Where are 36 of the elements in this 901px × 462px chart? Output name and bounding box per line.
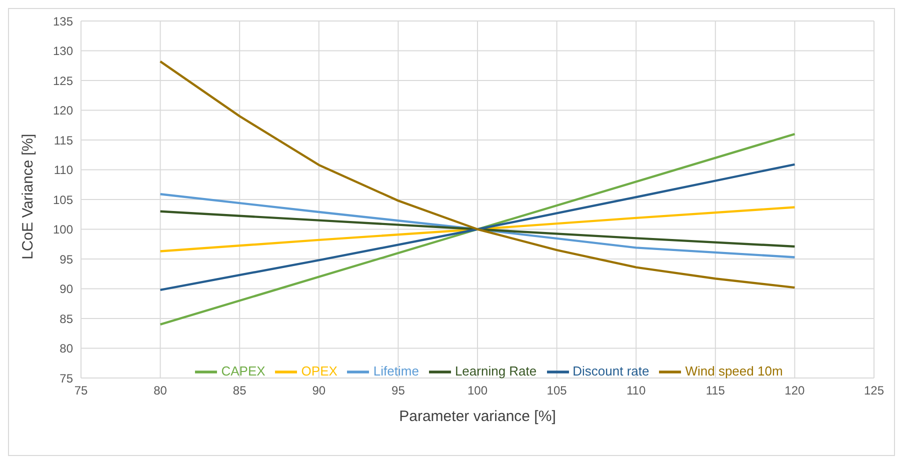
line-series <box>159 163 796 292</box>
x-tick-label: 80 <box>154 384 168 398</box>
y-tick-label: 95 <box>60 252 74 266</box>
legend-label: Lifetime <box>373 363 419 378</box>
x-tick-label: 125 <box>864 384 884 398</box>
x-tick-label: 105 <box>546 384 568 398</box>
legend-label: CAPEX <box>221 363 266 378</box>
x-tick-label: 75 <box>74 384 88 398</box>
x-tick-label: 120 <box>784 384 806 398</box>
x-axis-title: Parameter variance [%] <box>399 408 556 425</box>
y-axis-title: LCoE Variance [%] <box>19 134 36 260</box>
x-tick-label: 95 <box>392 384 406 398</box>
y-tick-label: 75 <box>60 371 74 386</box>
legend-label: Discount rate <box>572 363 650 378</box>
legend-label: Learning Rate <box>454 363 537 378</box>
y-tick-label: 100 <box>52 222 74 237</box>
y-tick-label: 85 <box>60 312 74 326</box>
y-tick-label: 135 <box>52 14 74 28</box>
y-tick-label: 115 <box>54 133 74 148</box>
y-tick-label: 110 <box>54 163 74 178</box>
x-tick-label: 110 <box>626 384 646 398</box>
y-tick-label: 125 <box>52 74 74 88</box>
x-tick-label: 85 <box>232 384 247 398</box>
y-tick-label: 80 <box>60 342 74 356</box>
line-series <box>159 193 796 258</box>
legend-label: OPEX <box>301 363 338 378</box>
x-tick-label: 115 <box>706 384 726 398</box>
legend-label: Wind speed 10m <box>685 363 783 378</box>
y-tick-label: 90 <box>60 282 74 296</box>
x-tick-label: 100 <box>467 384 488 398</box>
y-tick-label: 105 <box>52 192 74 207</box>
y-tick-label: 120 <box>52 104 74 118</box>
x-tick-label: 90 <box>312 384 326 398</box>
line-series <box>159 60 796 289</box>
y-tick-label: 130 <box>52 44 74 58</box>
line-series <box>159 132 796 326</box>
